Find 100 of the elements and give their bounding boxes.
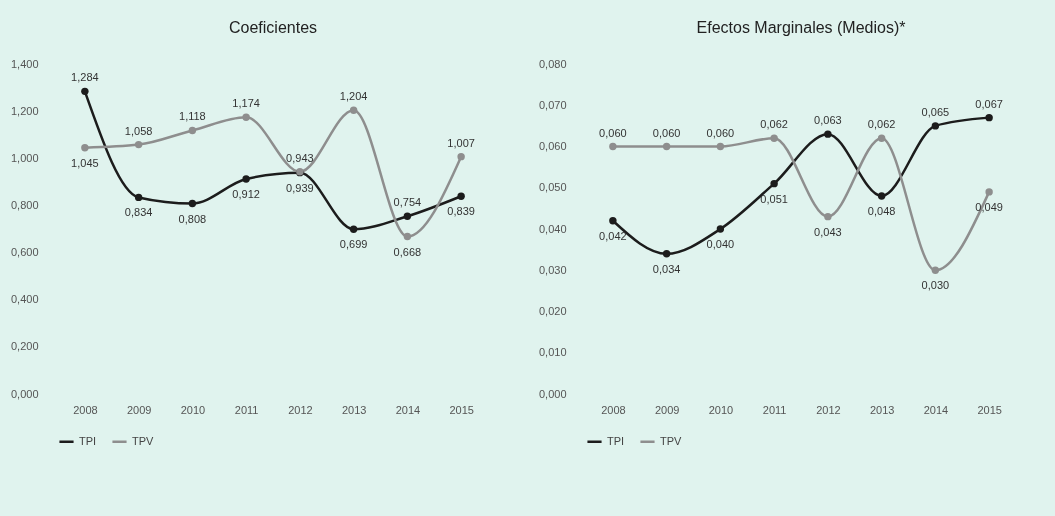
- x-tick-label: 2014: [395, 403, 421, 416]
- data-label: 0,939: [286, 181, 314, 194]
- point: [877, 134, 886, 142]
- x-tick-label: 2009: [126, 403, 152, 416]
- point: [457, 152, 465, 161]
- point: [609, 217, 617, 225]
- data-label: 0,912: [232, 188, 260, 201]
- point: [716, 225, 725, 233]
- y-tick-label: 0,600: [10, 246, 39, 259]
- y-tick-label: 0,000: [10, 387, 39, 400]
- y-tick-label: 0,800: [10, 198, 39, 211]
- y-tick-label: 0,040: [538, 222, 567, 235]
- point: [403, 232, 412, 241]
- data-label: 0,030: [921, 279, 950, 292]
- point: [81, 87, 89, 96]
- point: [770, 179, 778, 188]
- data-label: 0,067: [975, 97, 1003, 110]
- y-tick-label: 1,000: [10, 151, 39, 164]
- x-tick-label: 2015: [449, 403, 474, 416]
- data-label: 0,043: [814, 225, 842, 238]
- chart-title: Coeficientes: [228, 19, 318, 36]
- point: [662, 250, 671, 258]
- x-tick-label: 2012: [288, 403, 313, 416]
- x-tick-label: 2011: [762, 403, 787, 416]
- point: [824, 130, 832, 138]
- data-label: 1,118: [179, 110, 206, 123]
- x-tick-label: 2015: [977, 403, 1002, 416]
- data-label: 0,808: [178, 212, 207, 225]
- x-tick-label: 2009: [654, 403, 680, 416]
- data-label: 0,943: [286, 151, 314, 164]
- data-label: 0,049: [975, 200, 1003, 213]
- data-label: 0,062: [867, 118, 896, 131]
- point: [349, 225, 358, 233]
- x-tick-label: 2011: [234, 403, 259, 416]
- x-tick-label: 2010: [708, 403, 734, 416]
- point: [609, 142, 617, 151]
- point: [662, 142, 671, 151]
- data-label: 0,063: [814, 114, 842, 127]
- y-tick-label: 0,050: [538, 181, 567, 194]
- data-label: 0,699: [339, 238, 368, 251]
- point: [824, 212, 832, 221]
- x-tick-label: 2008: [601, 403, 626, 416]
- chart-title: Efectos Marginales (Medios)*: [696, 19, 906, 36]
- data-label: 1,058: [124, 124, 153, 137]
- point: [931, 122, 940, 130]
- point: [188, 199, 197, 208]
- legend-label: TPV: [132, 434, 155, 447]
- y-tick-label: 1,200: [10, 104, 39, 117]
- data-label: 0,839: [447, 205, 475, 218]
- point: [985, 188, 993, 196]
- data-label: 1,204: [339, 90, 368, 103]
- data-label: 1,174: [232, 97, 260, 110]
- point: [931, 266, 940, 274]
- data-label: 0,051: [760, 192, 788, 205]
- y-tick-label: 0,200: [10, 340, 39, 353]
- point: [716, 142, 725, 151]
- point: [457, 192, 465, 200]
- data-label: 1,007: [447, 136, 475, 149]
- x-tick-label: 2014: [923, 403, 949, 416]
- legend-label: TPI: [79, 434, 97, 447]
- x-tick-label: 2013: [869, 403, 895, 416]
- data-label: 0,060: [599, 126, 627, 139]
- data-label: 0,668: [393, 245, 422, 258]
- point: [242, 113, 250, 121]
- y-tick-label: 1,400: [10, 57, 39, 70]
- legend-label: TPI: [607, 434, 625, 447]
- data-label: 1,045: [71, 156, 99, 169]
- point: [877, 192, 886, 200]
- point: [349, 106, 358, 114]
- y-tick-label: 0,080: [538, 57, 567, 70]
- point: [403, 212, 412, 220]
- data-label: 0,042: [599, 229, 627, 242]
- data-label: 0,062: [760, 118, 788, 131]
- data-label: 0,040: [706, 238, 735, 250]
- x-tick-label: 2012: [816, 403, 841, 416]
- point: [770, 134, 778, 142]
- data-label: 0,754: [393, 196, 422, 209]
- x-tick-label: 2008: [73, 403, 98, 416]
- point: [134, 140, 143, 149]
- data-label: 0,034: [652, 262, 681, 275]
- point: [134, 193, 143, 202]
- y-tick-label: 0,030: [538, 263, 567, 276]
- y-tick-label: 0,060: [538, 140, 567, 152]
- point: [81, 143, 89, 152]
- y-tick-label: 0,010: [538, 346, 567, 359]
- data-label: 0,060: [652, 126, 681, 139]
- data-label: 1,284: [71, 71, 99, 84]
- y-tick-label: 0,020: [538, 305, 567, 317]
- point: [242, 175, 250, 183]
- y-tick-label: 0,070: [538, 98, 567, 111]
- legend-label: TPV: [660, 434, 683, 447]
- y-tick-label: 0,400: [10, 293, 39, 306]
- point: [188, 126, 197, 135]
- data-label: 0,834: [124, 206, 153, 219]
- y-tick-label: 0,000: [538, 387, 567, 400]
- point: [985, 113, 993, 122]
- x-tick-label: 2013: [341, 403, 367, 416]
- data-label: 0,065: [921, 105, 950, 118]
- x-tick-label: 2010: [180, 403, 206, 416]
- data-label: 0,060: [706, 126, 735, 139]
